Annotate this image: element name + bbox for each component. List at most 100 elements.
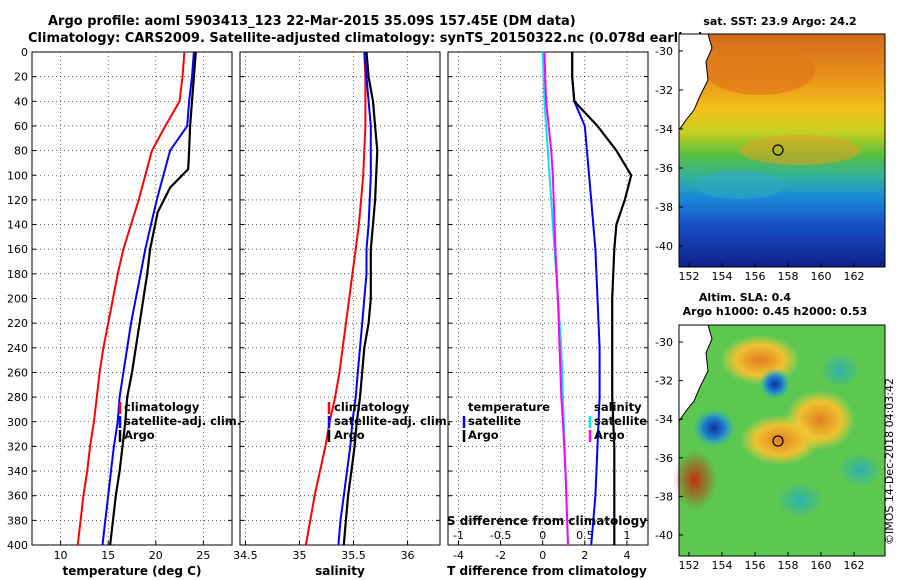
sla-low-5 bbox=[838, 452, 882, 488]
sla-x-ticks: 152 154 156 158 160 162 bbox=[679, 552, 865, 572]
depth-tick-label: 340 bbox=[7, 465, 28, 478]
sla-high-4 bbox=[673, 450, 717, 510]
temperature-x-ticks: 10 15 20 25 bbox=[54, 549, 211, 562]
series-line-argo bbox=[342, 52, 379, 545]
temperature-xlabel: temperature (deg C) bbox=[63, 564, 202, 578]
depth-tick-label: 140 bbox=[7, 219, 28, 232]
temperature-legend: climatology satellite-adj. clim. Argo bbox=[118, 400, 241, 442]
series-line-argo bbox=[109, 52, 197, 545]
x-tick-label: 4 bbox=[623, 549, 630, 562]
top-tick-label: 0 bbox=[539, 529, 546, 542]
sst-cool-patch bbox=[695, 171, 785, 199]
map-x-tick-label: 162 bbox=[844, 559, 865, 572]
depth-tick-label: 320 bbox=[7, 440, 28, 453]
x-tick-label: 15 bbox=[101, 549, 115, 562]
depth-tick-label: 180 bbox=[7, 268, 28, 281]
sla-low-1 bbox=[692, 408, 736, 448]
map-y-tick-label: -30 bbox=[655, 45, 673, 58]
legend-label-satellite: satellite-adj. clim. bbox=[334, 414, 451, 428]
top-tick-label: -1 bbox=[453, 529, 464, 542]
legend-label-argo: Argo bbox=[124, 428, 155, 442]
series-line-satellite-adj-clim- bbox=[101, 52, 195, 545]
map-y-tick-label: -34 bbox=[655, 123, 673, 136]
sst-y-ticks: -30 -32 -34 -36 -38 -40 bbox=[655, 45, 683, 253]
top-tick-label: -0.5 bbox=[490, 529, 511, 542]
depth-tick-label: 40 bbox=[14, 95, 28, 108]
top-tick-label: 1 bbox=[623, 529, 630, 542]
sst-map bbox=[678, 33, 886, 268]
imos-credit: ©IMOS 14-Dec-2018 04:03:42 bbox=[883, 378, 896, 545]
map-y-tick-label: -38 bbox=[655, 490, 673, 503]
series-line-t-argo bbox=[571, 52, 633, 545]
x-tick-label: -4 bbox=[453, 549, 464, 562]
legend-title-temperature: temperature bbox=[468, 400, 550, 414]
series-line-t-satellite bbox=[571, 52, 601, 545]
x-tick-label: 36 bbox=[401, 549, 415, 562]
map-x-tick-label: 160 bbox=[811, 559, 832, 572]
legend-label-satellite: satellite bbox=[594, 414, 647, 428]
depth-tick-label: 400 bbox=[7, 539, 28, 552]
map-x-tick-label: 158 bbox=[778, 270, 799, 283]
sla-map bbox=[673, 324, 886, 557]
depth-tick-label: 240 bbox=[7, 342, 28, 355]
depth-tick-label: 200 bbox=[7, 293, 28, 306]
temperature-grid bbox=[32, 51, 232, 546]
legend-label-climatology: climatology bbox=[334, 400, 410, 414]
sla-y-ticks: -30 -32 -34 -36 -38 -40 bbox=[655, 336, 683, 542]
map-x-tick-label: 156 bbox=[745, 270, 766, 283]
difference-xlabel: T difference from climatology bbox=[447, 564, 647, 578]
depth-tick-label: 300 bbox=[7, 416, 28, 429]
legend-label-argo: Argo bbox=[468, 428, 499, 442]
sla-land bbox=[679, 325, 712, 421]
depth-tick-label: 280 bbox=[7, 391, 28, 404]
sst-coastline bbox=[678, 33, 713, 131]
argo-location-marker bbox=[772, 435, 784, 447]
map-x-tick-label: 154 bbox=[712, 270, 733, 283]
x-tick-label: 25 bbox=[196, 549, 210, 562]
map-y-tick-label: -32 bbox=[655, 84, 673, 97]
legend-label-climatology: climatology bbox=[124, 400, 200, 414]
difference-legend-salinity: salinity satellite Argo bbox=[588, 400, 647, 442]
salinity-x-ticks: 34.5 35 35.5 36 bbox=[233, 549, 414, 562]
depth-tick-label: 120 bbox=[7, 194, 28, 207]
map-x-tick-label: 152 bbox=[679, 270, 700, 283]
sst-x-ticks: 152 154 156 158 160 162 bbox=[679, 263, 865, 283]
sla-low-4 bbox=[776, 482, 824, 518]
sst-map-frame bbox=[678, 33, 886, 268]
map-x-tick-label: 156 bbox=[745, 559, 766, 572]
legend-label-satellite: satellite bbox=[468, 414, 521, 428]
legend-label-argo: Argo bbox=[334, 428, 365, 442]
depth-tick-label: 80 bbox=[14, 145, 28, 158]
figure-title-line1: Argo profile: aoml 5903413_123 22-Mar-20… bbox=[48, 14, 576, 29]
sst-land bbox=[679, 34, 712, 130]
series-line-climatology bbox=[76, 52, 186, 545]
sla-map-title: Altim. SLA: 0.4 bbox=[699, 291, 791, 304]
series-line-s-argo bbox=[543, 52, 569, 545]
map-y-tick-label: -40 bbox=[655, 529, 673, 542]
legend-label-argo: Argo bbox=[594, 428, 625, 442]
top-tick-label: 0.5 bbox=[576, 529, 594, 542]
salinity-difference-top-ticks: -1 -0.5 0 0.5 1 bbox=[453, 529, 630, 542]
depth-tick-label: 260 bbox=[7, 366, 28, 379]
sla-low-3 bbox=[820, 352, 860, 388]
x-tick-label: 20 bbox=[149, 549, 163, 562]
argo-location-marker bbox=[772, 144, 784, 156]
legend-label-satellite: satellite-adj. clim. bbox=[124, 414, 241, 428]
sst-warm-patch bbox=[705, 45, 815, 95]
depth-axis-labels: 0 20 40 60 80 100 120 140 160 180 200 220 240 260 280 3… bbox=[7, 46, 28, 552]
map-y-tick-label: -34 bbox=[655, 413, 673, 426]
depth-tick-label: 60 bbox=[14, 120, 28, 133]
map-x-tick-label: 158 bbox=[778, 559, 799, 572]
map-y-tick-label: -32 bbox=[655, 375, 673, 388]
sla-coastline bbox=[678, 324, 713, 422]
legend-title-salinity: salinity bbox=[594, 400, 642, 414]
map-x-tick-label: 152 bbox=[679, 559, 700, 572]
map-y-tick-label: -38 bbox=[655, 201, 673, 214]
map-x-tick-label: 154 bbox=[712, 559, 733, 572]
temperature-series bbox=[76, 52, 197, 545]
difference-series bbox=[541, 52, 633, 545]
map-x-tick-label: 162 bbox=[844, 270, 865, 283]
x-tick-label: 2 bbox=[581, 549, 588, 562]
depth-tick-label: 160 bbox=[7, 243, 28, 256]
sst-warm-tongue bbox=[740, 135, 860, 165]
